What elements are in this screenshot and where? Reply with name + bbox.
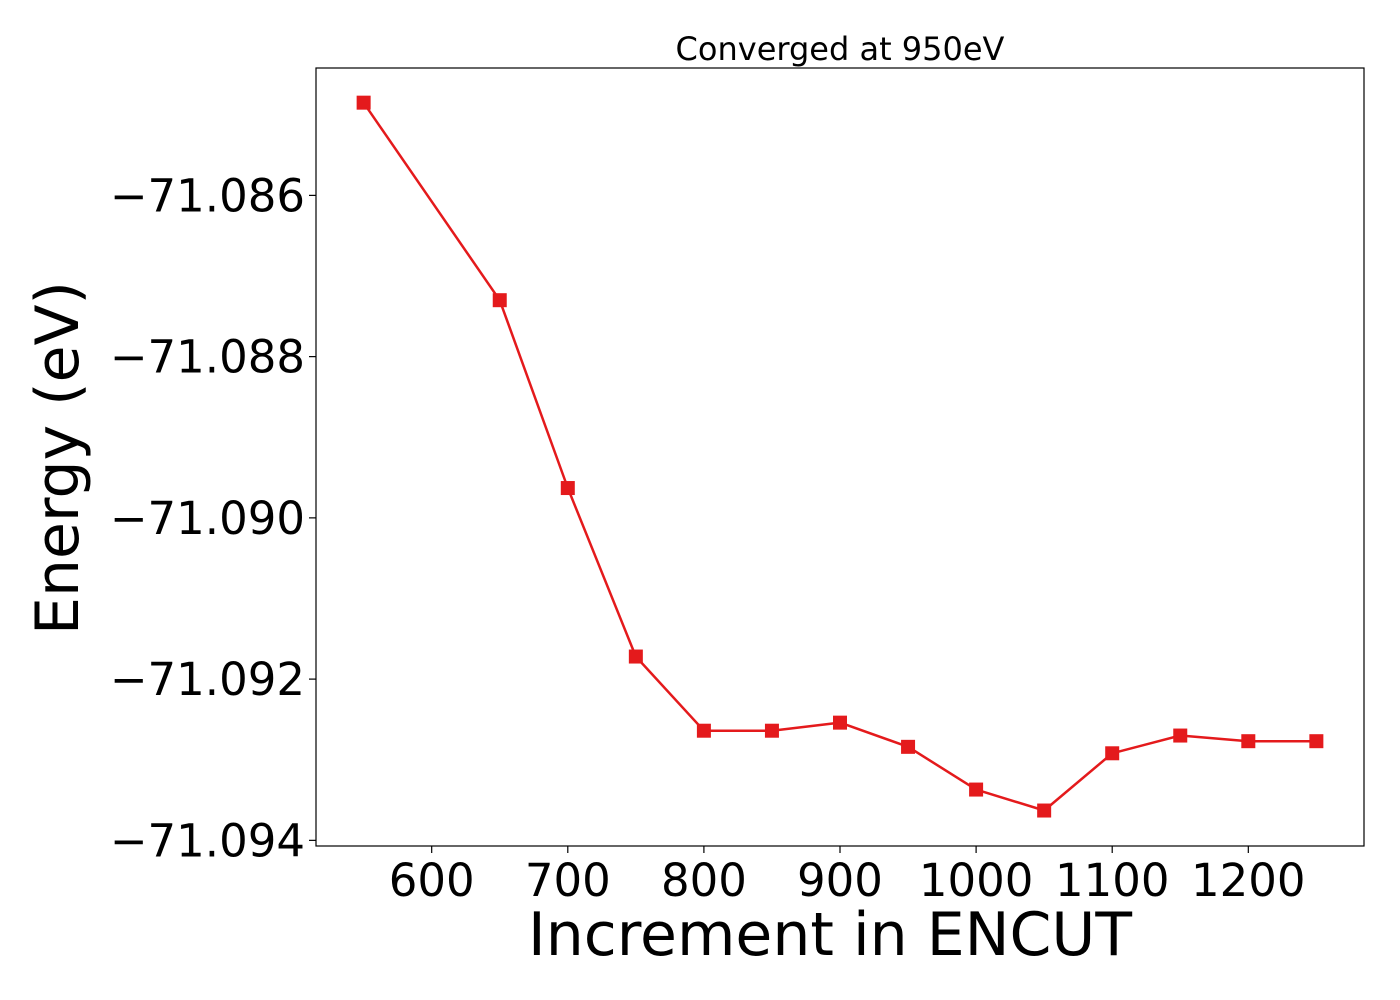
x-tick-label: 700	[525, 854, 611, 907]
data-point-marker	[1241, 734, 1256, 749]
x-tick-label: 1100	[1055, 854, 1170, 907]
y-tick-label: −71.086	[110, 169, 305, 222]
data-point-marker	[1309, 734, 1324, 749]
plot-area: 600 700 800 900 1000 1100 1200 −71.086 −71.088 −7…	[110, 67, 1365, 907]
y-tick-label: −71.094	[110, 814, 305, 867]
data-point-marker	[1173, 728, 1188, 743]
chart-title: Converged at 950eV	[676, 30, 1005, 68]
data-point-marker	[833, 715, 847, 730]
x-tick-label: 600	[389, 854, 475, 907]
data-point-marker	[628, 649, 643, 664]
x-tick-label: 1000	[919, 854, 1034, 907]
x-axis-label: Increment in ENCUT	[528, 900, 1132, 970]
y-axis-label: Energy (eV)	[23, 281, 93, 635]
x-tick-label: 1200	[1191, 854, 1306, 907]
data-point-marker	[969, 782, 984, 797]
data-point-marker	[1037, 803, 1052, 818]
y-tick-label: −71.090	[110, 492, 305, 545]
data-point-marker	[764, 723, 779, 738]
data-point-marker	[1105, 746, 1120, 761]
data-point-marker	[901, 739, 916, 754]
series-line	[362, 101, 1317, 812]
data-point-marker	[492, 293, 507, 308]
data-point-marker	[560, 481, 575, 496]
data-point-marker	[356, 95, 371, 110]
y-tick-label: −71.092	[110, 653, 305, 706]
y-tick-label: −71.088	[110, 331, 305, 384]
x-tick-label: 800	[661, 854, 747, 907]
x-tick-label: 900	[797, 854, 883, 907]
data-point-marker	[696, 723, 711, 738]
